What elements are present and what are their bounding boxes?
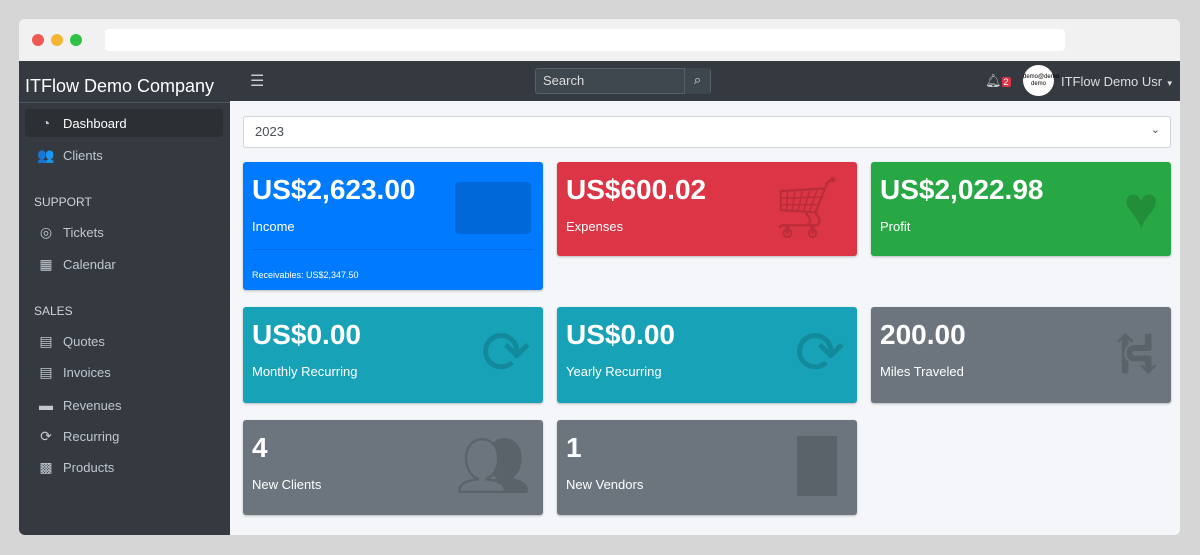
chevron-down-icon: ⌄ [1150,124,1160,136]
calendar-icon: ▦ [39,255,53,272]
cart-icon: 🛒︎ [768,174,845,241]
file-icon: ▤ [39,332,53,349]
credit-card-icon [455,182,531,234]
sidebar-item-products[interactable]: ▩ Products [25,453,223,481]
search-button[interactable]: ⌕ [684,68,710,94]
sync-icon: ⟳ [480,319,531,386]
year-select[interactable]: 2023 ⌄ [243,116,1171,148]
minimize-dot[interactable] [51,34,63,46]
maximize-dot[interactable] [70,34,82,46]
sidebar-item-tickets[interactable]: ◎ Tickets [25,218,223,246]
hamburger-menu-icon[interactable]: ☰ [250,73,265,90]
users-icon: 👥 [37,146,55,163]
browser-chrome [19,19,1180,61]
user-menu[interactable]: ITFlow Demo Usr ▼ [1061,74,1174,89]
browser-window: ITFlow Demo Company ◔ Dashboard 👥 Clients … [19,19,1180,535]
monthly-recurring-card[interactable]: US$0.00 Monthly Recurring ⟳ [243,307,543,403]
sync-icon: ⟳ [794,319,845,386]
building-icon [797,436,837,496]
credit-card-icon: ▬ [39,397,53,413]
profit-card[interactable]: US$2,022.98 Profit ♥ [871,162,1171,256]
notifications-button[interactable]: 🔔︎ 2 [985,73,1011,89]
users-icon: 👥︎ [454,432,531,499]
expenses-card[interactable]: US$600.02 Expenses 🛒︎ [557,162,857,256]
heart-icon: ♥ [1123,174,1159,241]
sidebar-item-dashboard[interactable]: ◔ Dashboard [25,109,223,137]
search-input[interactable]: Search ⌕ [535,68,711,94]
sidebar: ITFlow Demo Company ◔ Dashboard 👥 Clients … [19,61,230,535]
search-icon: ⌕ [693,72,702,87]
sidebar-item-clients[interactable]: 👥 Clients [37,146,103,163]
sidebar-item-calendar[interactable]: ▦ Calendar [25,250,223,278]
top-navbar: ☰ Search ⌕ 🔔︎ 2 demo@demo demo ITFlow Demo… [230,61,1180,101]
address-bar[interactable] [105,29,1065,51]
close-dot[interactable] [32,34,44,46]
invoice-icon: ▤ [39,363,53,380]
sidebar-item-quotes[interactable]: ▤ Quotes [25,327,223,355]
yearly-recurring-card[interactable]: US$0.00 Yearly Recurring ⟳ [557,307,857,403]
new-vendors-card[interactable]: 1 New Vendors [557,420,857,515]
divider [252,249,534,250]
bell-icon: 🔔︎ [985,73,1002,88]
caret-down-icon: ▼ [1165,79,1174,88]
sync-icon: ⟳ [40,427,52,444]
sales-header: SALES [34,304,73,318]
sidebar-item-invoices[interactable]: ▤ Invoices [25,358,223,386]
support-header: SUPPORT [34,195,92,209]
route-icon: ⛕ [1114,319,1159,386]
new-clients-card[interactable]: 4 New Clients 👥︎ [243,420,543,515]
avatar[interactable]: demo@demo demo [1023,65,1059,96]
sidebar-item-revenues[interactable]: ▬ Revenues [39,397,122,413]
notification-badge: 2 [1001,77,1011,87]
brand[interactable]: ITFlow Demo Company [19,61,230,103]
tachometer-icon: ◔ [41,115,51,131]
miles-traveled-card[interactable]: 200.00 Miles Traveled ⛕ [871,307,1171,403]
life-ring-icon: ◎ [39,223,53,240]
box-icon: ▩ [39,458,53,475]
income-card[interactable]: US$2,623.00 Income Receivables: US$2,347… [243,162,543,290]
sidebar-item-recurring[interactable]: ⟳ Recurring [25,422,223,450]
